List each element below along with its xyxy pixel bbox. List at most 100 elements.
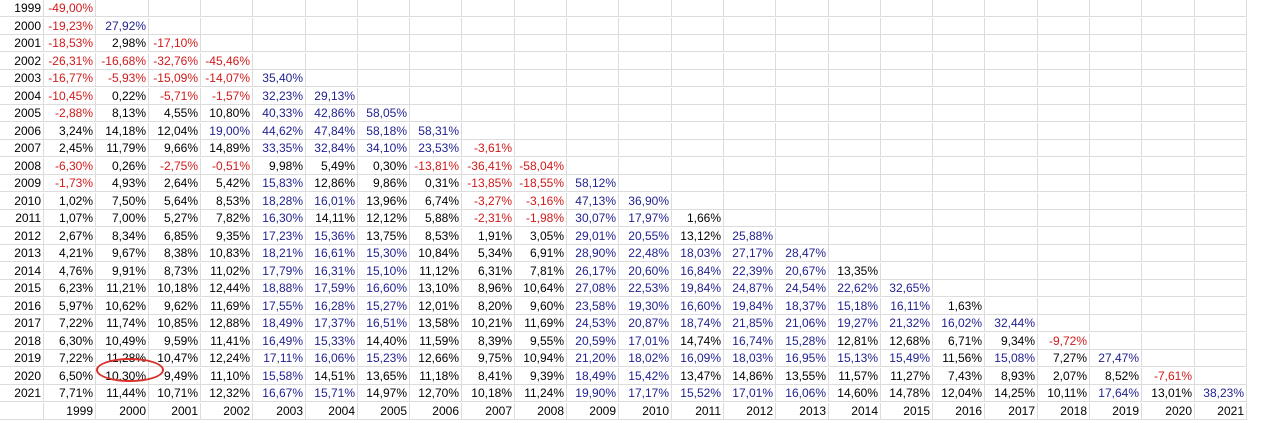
return-cell[interactable]: 6,50% — [44, 368, 96, 385]
empty-cell[interactable] — [96, 0, 149, 17]
empty-cell[interactable] — [1142, 123, 1195, 140]
row-label-year[interactable]: 2003 — [0, 70, 44, 87]
empty-cell[interactable] — [1038, 105, 1090, 122]
return-cell[interactable]: 58,31% — [410, 123, 462, 140]
empty-cell[interactable] — [985, 53, 1038, 70]
empty-cell[interactable] — [619, 105, 672, 122]
empty-cell[interactable] — [462, 105, 515, 122]
empty-cell[interactable] — [672, 158, 724, 175]
empty-cell[interactable] — [776, 18, 829, 35]
return-cell[interactable]: 20,60% — [619, 263, 672, 280]
return-cell[interactable]: -16,68% — [96, 53, 149, 70]
empty-cell[interactable] — [985, 123, 1038, 140]
return-cell[interactable]: -19,23% — [44, 18, 96, 35]
empty-cell[interactable] — [672, 140, 724, 157]
return-cell[interactable]: 17,01% — [724, 385, 776, 402]
return-cell[interactable]: 24,87% — [724, 280, 776, 297]
return-cell[interactable]: 9,67% — [96, 245, 149, 262]
empty-cell[interactable] — [567, 158, 619, 175]
return-cell[interactable]: -2,75% — [149, 158, 201, 175]
empty-cell[interactable] — [306, 35, 358, 52]
empty-cell[interactable] — [1195, 210, 1247, 227]
empty-cell[interactable] — [619, 0, 672, 17]
empty-cell[interactable] — [462, 18, 515, 35]
empty-cell[interactable] — [881, 158, 933, 175]
empty-cell[interactable] — [1142, 228, 1195, 245]
empty-cell[interactable] — [1090, 193, 1142, 210]
return-cell[interactable]: 9,86% — [358, 175, 410, 192]
return-cell[interactable]: 17,17% — [619, 385, 672, 402]
return-cell[interactable]: 9,39% — [515, 368, 567, 385]
empty-cell[interactable] — [829, 35, 881, 52]
return-cell[interactable]: 9,60% — [515, 298, 567, 315]
empty-cell[interactable] — [724, 70, 776, 87]
return-cell[interactable]: 15,83% — [253, 175, 306, 192]
empty-cell[interactable] — [776, 140, 829, 157]
return-cell[interactable]: 10,94% — [515, 350, 567, 367]
empty-cell[interactable] — [1195, 0, 1247, 17]
return-cell[interactable]: 13,12% — [672, 228, 724, 245]
return-cell[interactable]: 26,17% — [567, 263, 619, 280]
empty-cell[interactable] — [776, 88, 829, 105]
return-cell[interactable]: 14,60% — [829, 385, 881, 402]
return-cell[interactable]: 9,62% — [149, 298, 201, 315]
empty-cell[interactable] — [881, 35, 933, 52]
column-year-label[interactable]: 2018 — [1038, 403, 1090, 420]
return-cell[interactable]: 4,93% — [96, 175, 149, 192]
return-cell[interactable]: 16,31% — [306, 263, 358, 280]
corner-cell[interactable] — [0, 403, 44, 420]
empty-cell[interactable] — [985, 263, 1038, 280]
empty-cell[interactable] — [881, 70, 933, 87]
return-cell[interactable]: 18,03% — [724, 350, 776, 367]
return-cell[interactable]: 40,33% — [253, 105, 306, 122]
empty-cell[interactable] — [724, 35, 776, 52]
return-cell[interactable]: 14,11% — [306, 210, 358, 227]
column-year-label[interactable]: 2009 — [567, 403, 619, 420]
empty-cell[interactable] — [985, 175, 1038, 192]
empty-cell[interactable] — [881, 105, 933, 122]
empty-cell[interactable] — [1142, 263, 1195, 280]
return-cell[interactable]: 32,65% — [881, 280, 933, 297]
empty-cell[interactable] — [881, 263, 933, 280]
return-cell[interactable]: 12,81% — [829, 333, 881, 350]
return-cell[interactable]: 20,87% — [619, 315, 672, 332]
empty-cell[interactable] — [410, 0, 462, 17]
empty-cell[interactable] — [776, 0, 829, 17]
empty-cell[interactable] — [724, 175, 776, 192]
return-cell[interactable]: 16,67% — [253, 385, 306, 402]
return-cell[interactable]: 18,03% — [672, 245, 724, 262]
column-year-label[interactable]: 2010 — [619, 403, 672, 420]
return-cell[interactable]: 9,59% — [149, 333, 201, 350]
column-year-label[interactable]: 2003 — [253, 403, 306, 420]
empty-cell[interactable] — [1142, 53, 1195, 70]
return-cell[interactable]: 11,56% — [933, 350, 985, 367]
return-cell[interactable]: 22,48% — [619, 245, 672, 262]
empty-cell[interactable] — [515, 0, 567, 17]
empty-cell[interactable] — [1038, 70, 1090, 87]
return-cell[interactable]: 44,62% — [253, 123, 306, 140]
empty-cell[interactable] — [881, 0, 933, 17]
return-cell[interactable]: 5,64% — [149, 193, 201, 210]
empty-cell[interactable] — [829, 193, 881, 210]
return-cell[interactable]: 1,63% — [933, 298, 985, 315]
return-cell[interactable]: 2,64% — [149, 175, 201, 192]
return-cell[interactable]: 9,75% — [462, 350, 515, 367]
empty-cell[interactable] — [1195, 193, 1247, 210]
return-cell[interactable]: 10,64% — [515, 280, 567, 297]
empty-cell[interactable] — [567, 18, 619, 35]
empty-cell[interactable] — [410, 105, 462, 122]
return-cell[interactable]: -13,85% — [462, 175, 515, 192]
empty-cell[interactable] — [1195, 263, 1247, 280]
return-cell[interactable]: 27,08% — [567, 280, 619, 297]
return-cell[interactable]: 4,76% — [44, 263, 96, 280]
return-cell[interactable]: 7,81% — [515, 263, 567, 280]
row-label-year[interactable]: 1999 — [0, 0, 44, 17]
column-year-label[interactable]: 2020 — [1142, 403, 1195, 420]
empty-cell[interactable] — [201, 35, 253, 52]
return-cell[interactable]: -5,93% — [96, 70, 149, 87]
empty-cell[interactable] — [881, 228, 933, 245]
column-year-label[interactable]: 2008 — [515, 403, 567, 420]
return-cell[interactable]: 12,86% — [306, 175, 358, 192]
empty-cell[interactable] — [1142, 245, 1195, 262]
empty-cell[interactable] — [1038, 228, 1090, 245]
